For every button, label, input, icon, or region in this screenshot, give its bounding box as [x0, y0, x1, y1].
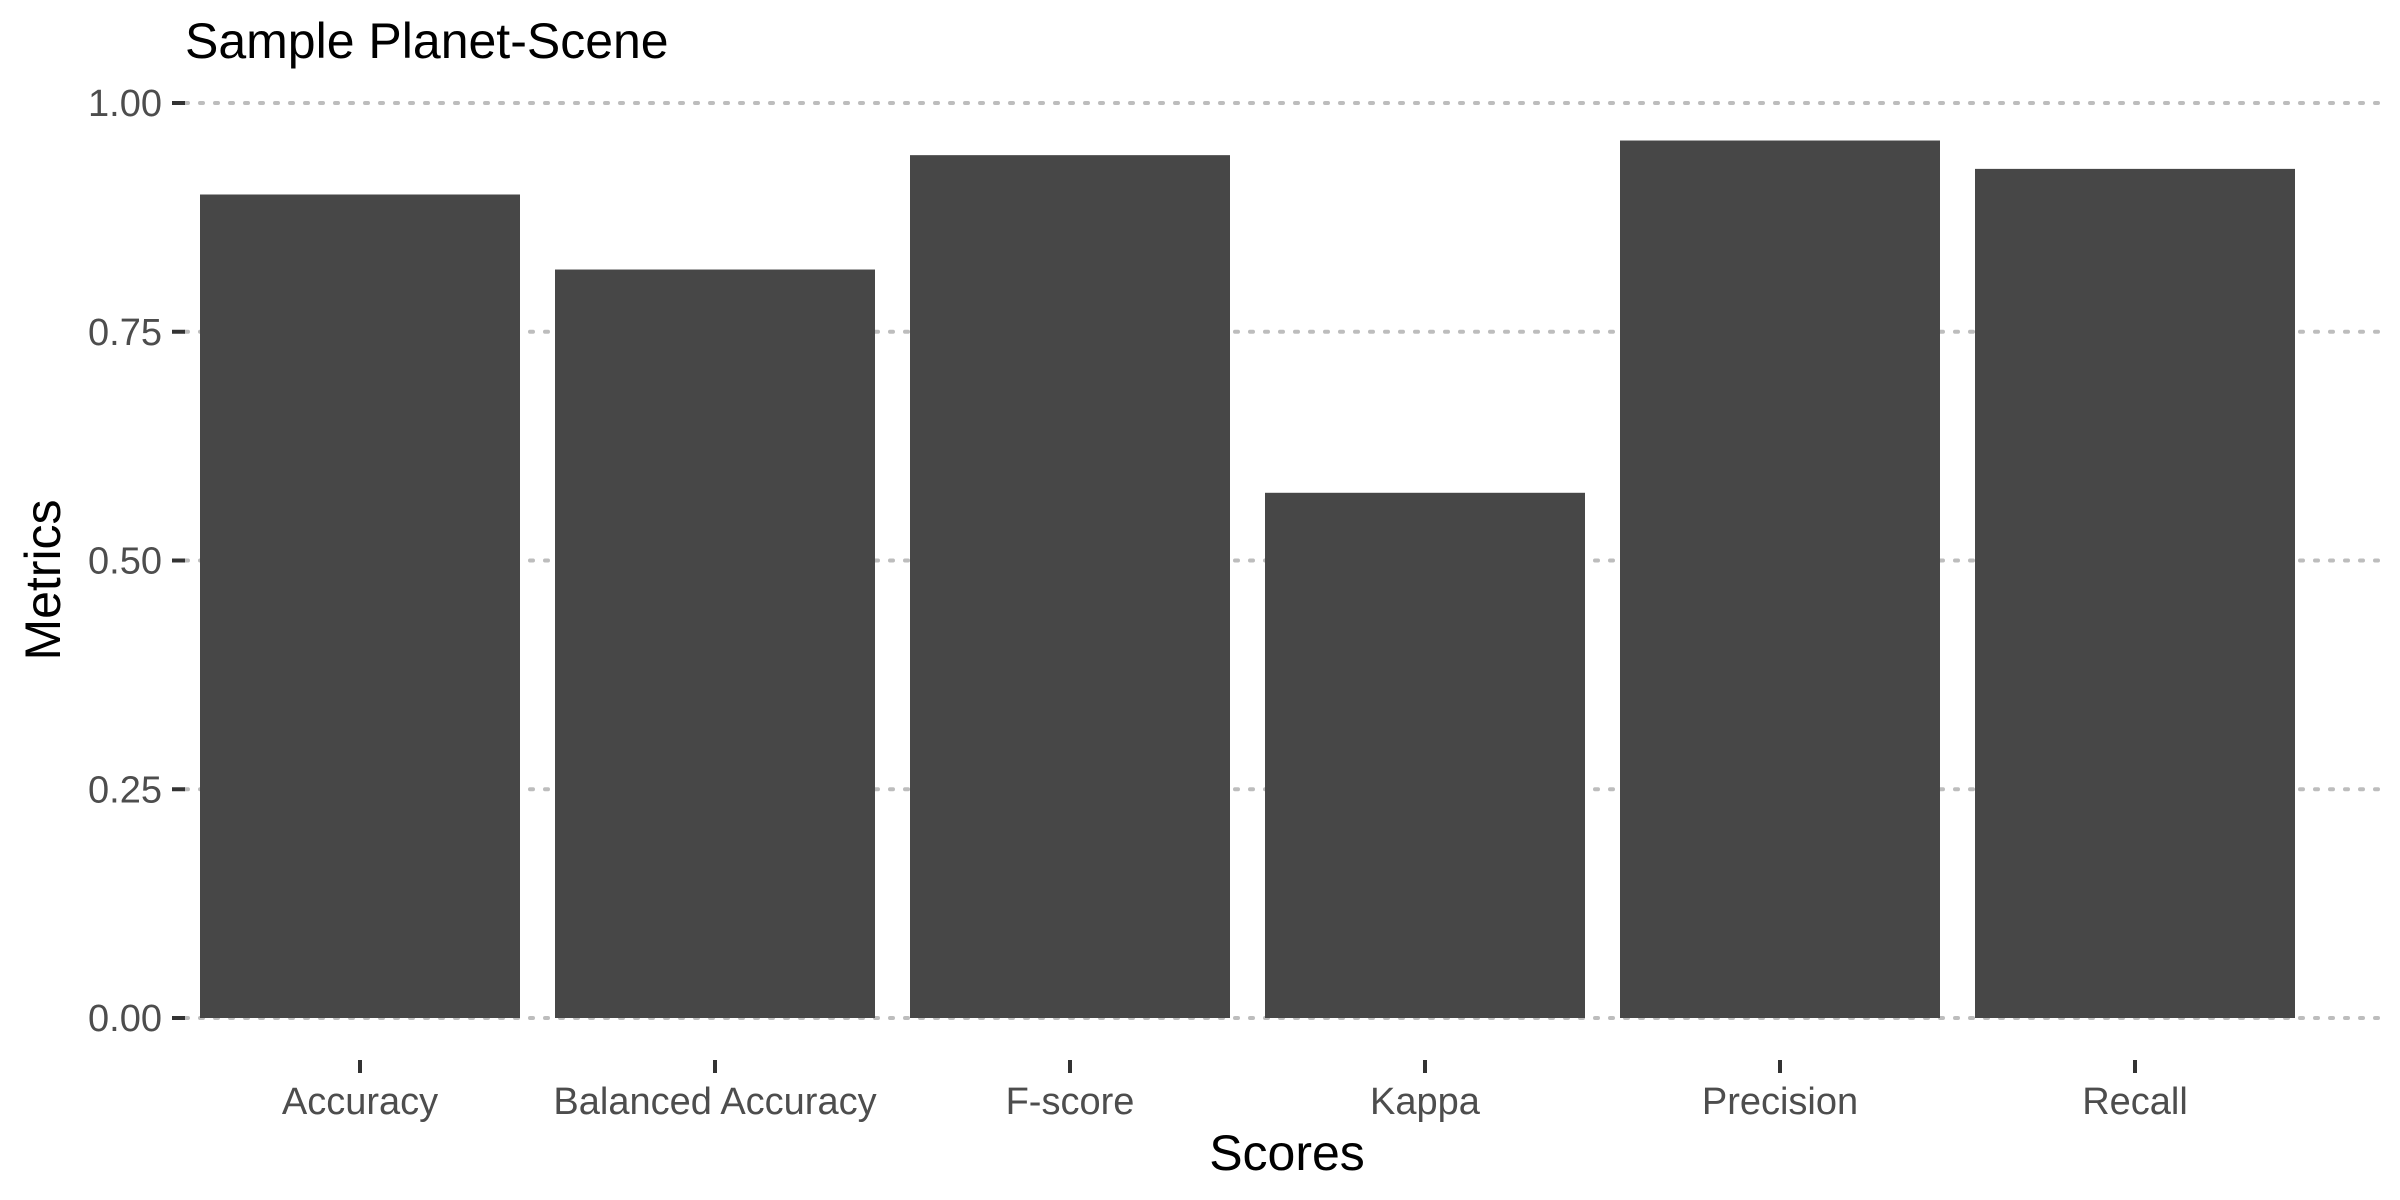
bar-balanced-accuracy [555, 269, 875, 1018]
x-tick-label: Precision [1702, 1081, 1858, 1123]
x-tick-label: Accuracy [282, 1081, 438, 1123]
bar-recall [1975, 168, 2295, 1018]
y-tick-label: 0.75 [88, 312, 162, 354]
bar-f-score [910, 155, 1230, 1018]
y-tick-label: 0.00 [88, 998, 162, 1040]
x-axis-title: Scores [1209, 1125, 1365, 1181]
y-tick-label: 0.50 [88, 541, 162, 583]
bar-precision [1620, 140, 1940, 1018]
y-tick-label: 0.25 [88, 769, 162, 811]
chart-title: Sample Planet-Scene [185, 13, 669, 69]
bar-accuracy [200, 194, 520, 1018]
x-tick-label: Recall [2082, 1081, 2188, 1123]
x-axis: Accuracy Balanced Accuracy F-score Kappa Pre… [282, 1060, 2188, 1123]
bars [200, 140, 2295, 1018]
bar-kappa [1265, 492, 1585, 1018]
x-tick-label: F-score [1006, 1081, 1135, 1123]
y-axis: 0.00 0.25 0.50 0.75 1.00 [88, 83, 185, 1040]
y-axis-title: Metrics [15, 499, 71, 660]
y-tick-label: 1.00 [88, 83, 162, 125]
x-tick-label: Kappa [1370, 1081, 1481, 1123]
x-tick-label: Balanced Accuracy [553, 1081, 876, 1123]
